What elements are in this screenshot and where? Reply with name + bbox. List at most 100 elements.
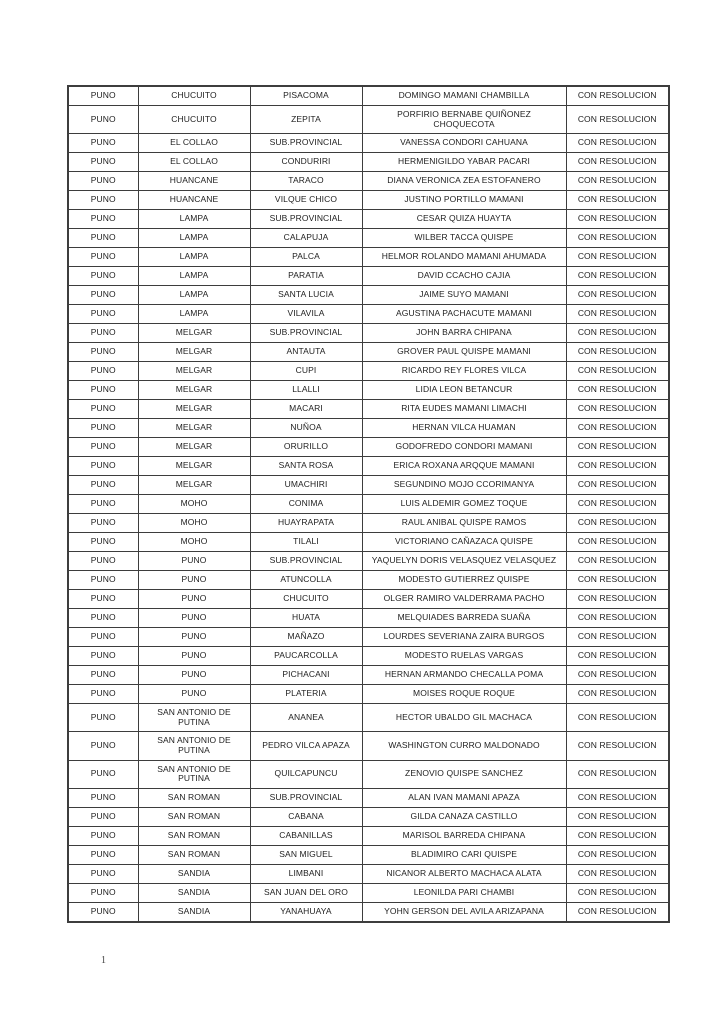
cell-district: TILALI xyxy=(249,532,363,553)
table-row: PUNO MELGAR SANTA ROSA ERICA ROXANA ARQQUE … xyxy=(67,456,670,477)
cell-region: PUNO xyxy=(67,380,139,401)
cell-person-name: WILBER TACCA QUISPE xyxy=(361,228,567,249)
cell-person-name: HELMOR ROLANDO MAMANI AHUMADA xyxy=(361,247,567,268)
cell-person-name: LIDIA LEON BETANCUR xyxy=(361,380,567,401)
cell-district: CONIMA xyxy=(249,494,363,515)
cell-province: PUNO xyxy=(137,646,251,667)
cell-region: PUNO xyxy=(67,285,139,306)
cell-province: EL COLLAO xyxy=(137,133,251,154)
cell-status: CON RESOLUCION xyxy=(565,85,670,106)
cell-person-name: HECTOR UBALDO GIL MACHACA xyxy=(361,703,567,733)
cell-province: PUNO xyxy=(137,627,251,648)
cell-status: CON RESOLUCION xyxy=(565,570,670,591)
cell-district: PARATIA xyxy=(249,266,363,287)
cell-status: CON RESOLUCION xyxy=(565,266,670,287)
cell-person-name: MARISOL BARREDA CHIPANA xyxy=(361,825,567,846)
cell-status: CON RESOLUCION xyxy=(565,247,670,268)
table-row: PUNO MELGAR MACARI RITA EUDES MAMANI LIMACH… xyxy=(67,399,670,420)
cell-province: MELGAR xyxy=(137,418,251,439)
cell-district: QUILCAPUNCU xyxy=(249,759,363,789)
cell-district: ATUNCOLLA xyxy=(249,570,363,591)
cell-region: PUNO xyxy=(67,589,139,610)
table-row: PUNO MELGAR ORURILLO GODOFREDO CONDORI MAMA… xyxy=(67,437,670,458)
table-row: PUNO CHUCUITO PISACOMA DOMINGO MAMANI CHAMB… xyxy=(67,85,670,106)
table-row: PUNO HUANCANE TARACO DIANA VERONICA ZEA EST… xyxy=(67,171,670,192)
cell-province: EL COLLAO xyxy=(137,152,251,173)
cell-district: YANAHUAYA xyxy=(249,901,363,923)
cell-region: PUNO xyxy=(67,209,139,230)
cell-person-name: MELQUIADES BARREDA SUAÑA xyxy=(361,608,567,629)
cell-status: CON RESOLUCION xyxy=(565,209,670,230)
table-row: PUNO MELGAR CUPI RICARDO REY FLORES VILCA CO… xyxy=(67,361,670,382)
cell-district: PAUCARCOLLA xyxy=(249,646,363,667)
cell-district: CALAPUJA xyxy=(249,228,363,249)
cell-province: MELGAR xyxy=(137,456,251,477)
cell-district: CABANA xyxy=(249,806,363,827)
cell-district: PLATERIA xyxy=(249,684,363,705)
cell-district: CHUCUITO xyxy=(249,589,363,610)
cell-region: PUNO xyxy=(67,731,139,761)
cell-province: SANDIA xyxy=(137,901,251,923)
cell-status: CON RESOLUCION xyxy=(565,285,670,306)
cell-person-name: ERICA ROXANA ARQQUE MAMANI xyxy=(361,456,567,477)
cell-status: CON RESOLUCION xyxy=(565,551,670,572)
cell-person-name: JOHN BARRA CHIPANA xyxy=(361,323,567,344)
cell-status: CON RESOLUCION xyxy=(565,418,670,439)
cell-province: SAN ANTONIO DE PUTINA xyxy=(137,703,251,733)
table-row: PUNO PUNO HUATA MELQUIADES BARREDA SUAÑA CON… xyxy=(67,608,670,629)
cell-province: CHUCUITO xyxy=(137,104,251,135)
cell-region: PUNO xyxy=(67,513,139,534)
cell-district: PALCA xyxy=(249,247,363,268)
cell-region: PUNO xyxy=(67,437,139,458)
cell-province: HUANCANE xyxy=(137,171,251,192)
table-row: PUNO MELGAR LLALLI LIDIA LEON BETANCUR CON R… xyxy=(67,380,670,401)
table-row: PUNO LAMPA SANTA LUCIA JAIME SUYO MAMANI CON… xyxy=(67,285,670,306)
table-row: PUNO MELGAR SUB.PROVINCIAL JOHN BARRA CHIPA… xyxy=(67,323,670,344)
cell-region: PUNO xyxy=(67,418,139,439)
cell-region: PUNO xyxy=(67,190,139,211)
cell-status: CON RESOLUCION xyxy=(565,171,670,192)
table-row: PUNO LAMPA PARATIA DAVID CCACHO CAJIA CON RE… xyxy=(67,266,670,287)
table-row: PUNO SAN ANTONIO DE PUTINA QUILCAPUNCU ZENO… xyxy=(67,759,670,789)
cell-province: PUNO xyxy=(137,608,251,629)
table-row: PUNO SAN ANTONIO DE PUTINA PEDRO VILCA APA… xyxy=(67,731,670,761)
cell-region: PUNO xyxy=(67,152,139,173)
cell-status: CON RESOLUCION xyxy=(565,532,670,553)
cell-person-name: JAIME SUYO MAMANI xyxy=(361,285,567,306)
cell-status: CON RESOLUCION xyxy=(565,304,670,325)
cell-status: CON RESOLUCION xyxy=(565,825,670,846)
cell-status: CON RESOLUCION xyxy=(565,806,670,827)
cell-region: PUNO xyxy=(67,266,139,287)
cell-status: CON RESOLUCION xyxy=(565,684,670,705)
cell-person-name: SEGUNDINO MOJO CCORIMANYA xyxy=(361,475,567,496)
table-row: PUNO MELGAR UMACHIRI SEGUNDINO MOJO CCORIMA… xyxy=(67,475,670,496)
cell-person-name: CESAR QUIZA HUAYTA xyxy=(361,209,567,230)
table-row: PUNO SANDIA SAN JUAN DEL ORO LEONILDA PARI … xyxy=(67,882,670,903)
cell-region: PUNO xyxy=(67,456,139,477)
cell-person-name: MODESTO RUELAS VARGAS xyxy=(361,646,567,667)
cell-person-name: GROVER PAUL QUISPE MAMANI xyxy=(361,342,567,363)
cell-district: CONDURIRI xyxy=(249,152,363,173)
cell-province: LAMPA xyxy=(137,266,251,287)
table-row: PUNO LAMPA SUB.PROVINCIAL CESAR QUIZA HUAYT… xyxy=(67,209,670,230)
cell-district: SUB.PROVINCIAL xyxy=(249,133,363,154)
resolution-table: PUNO CHUCUITO PISACOMA DOMINGO MAMANI CHAMB… xyxy=(67,85,670,923)
cell-district: HUAYRAPATA xyxy=(249,513,363,534)
cell-person-name: MOISES ROQUE ROQUE xyxy=(361,684,567,705)
cell-region: PUNO xyxy=(67,863,139,884)
table-row: PUNO EL COLLAO SUB.PROVINCIAL VANESSA CONDO… xyxy=(67,133,670,154)
table-row: PUNO MOHO CONIMA LUIS ALDEMIR GOMEZ TOQUE CO… xyxy=(67,494,670,515)
cell-province: HUANCANE xyxy=(137,190,251,211)
cell-region: PUNO xyxy=(67,247,139,268)
cell-region: PUNO xyxy=(67,901,139,923)
table-row: PUNO MOHO HUAYRAPATA RAUL ANIBAL QUISPE RAM… xyxy=(67,513,670,534)
cell-person-name: PORFIRIO BERNABE QUIÑONEZ CHOQUECOTA xyxy=(361,104,567,135)
cell-region: PUNO xyxy=(67,342,139,363)
table-row: PUNO LAMPA CALAPUJA WILBER TACCA QUISPE CON … xyxy=(67,228,670,249)
table-row: PUNO LAMPA PALCA HELMOR ROLANDO MAMANI AHUM… xyxy=(67,247,670,268)
cell-district: CUPI xyxy=(249,361,363,382)
page-number: 1 xyxy=(101,955,106,966)
cell-province: MELGAR xyxy=(137,475,251,496)
cell-status: CON RESOLUCION xyxy=(565,437,670,458)
